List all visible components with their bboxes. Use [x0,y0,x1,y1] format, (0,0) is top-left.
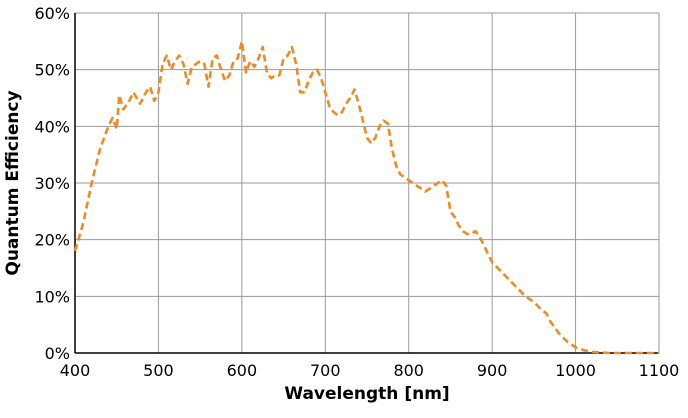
x-tick-label: 1100 [639,361,680,380]
y-tick-label: 40% [34,117,70,136]
x-tick-label: 700 [310,361,341,380]
tick-labels: 400 500 600 700 800 900 1000 1100 0% 10% 20% 30% 40%… [34,4,679,380]
series-layer [73,40,659,355]
y-tick-label: 60% [34,4,70,23]
x-tick-label: 900 [477,361,508,380]
x-tick-label: 800 [393,361,424,380]
y-tick-label: 50% [34,61,70,80]
quantum-efficiency-series-line [73,40,659,355]
x-tick-label: 500 [143,361,174,380]
x-tick-label: 600 [227,361,258,380]
x-tick-label: 400 [60,361,91,380]
x-axis-title: Wavelength [nm] [284,384,449,404]
grid-layer [74,12,660,354]
x-tick-label: 1000 [555,361,596,380]
y-tick-label: 30% [34,174,70,193]
y-tick-label: 10% [34,287,70,306]
y-tick-label: 20% [34,231,70,250]
y-tick-label: 0% [45,344,70,363]
y-axis-title: Quantum Efficiency [3,90,23,275]
